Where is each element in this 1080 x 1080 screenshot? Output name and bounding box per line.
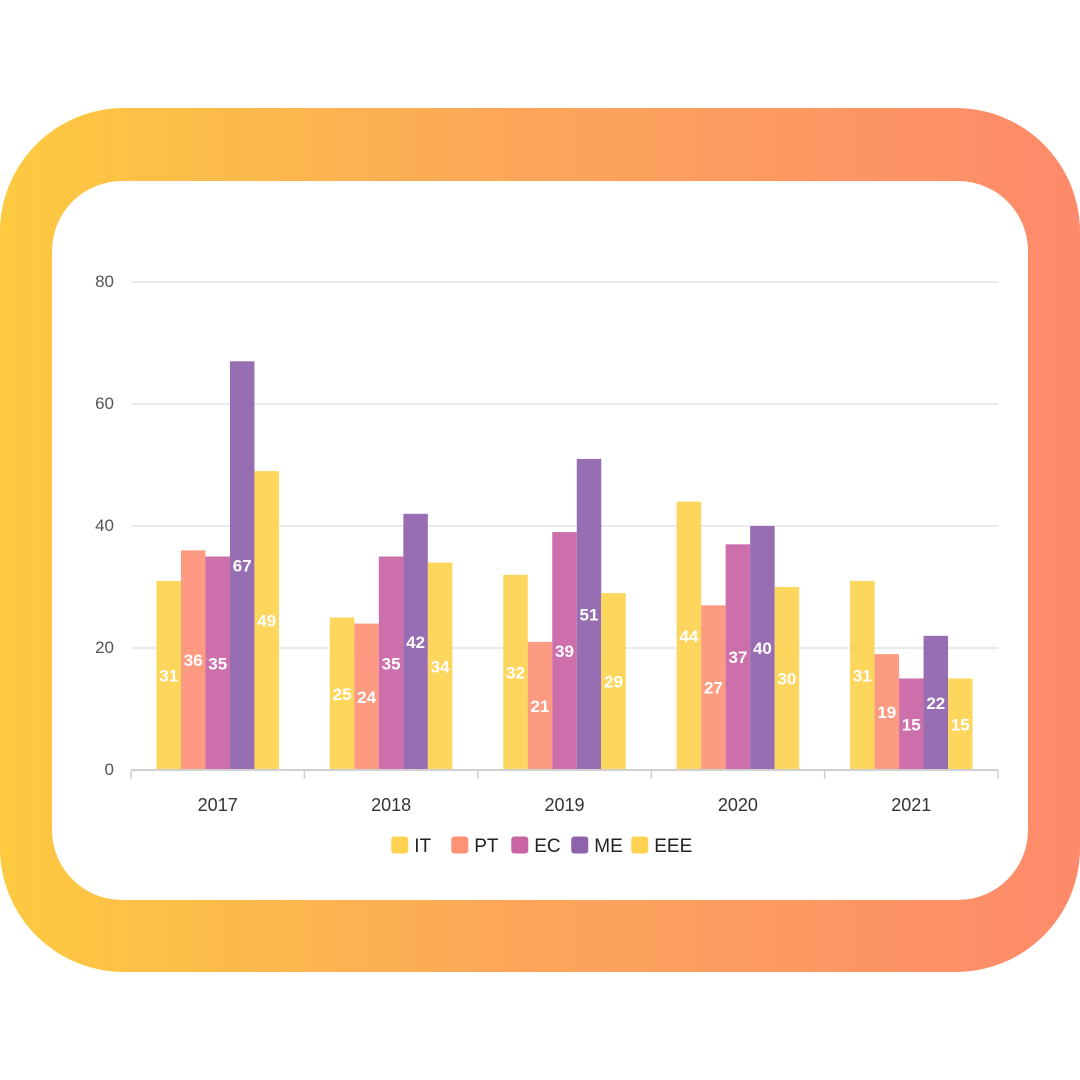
legend-label: PT (474, 836, 499, 857)
bars (156, 361, 973, 770)
legend-item-ec: EC (511, 836, 561, 857)
bar-it-2019 (503, 574, 528, 770)
legend-label: EC (534, 836, 560, 857)
bar-me-2017 (229, 361, 255, 770)
x-tick-label: 2018 (371, 795, 411, 815)
legend-item-me: ME (571, 836, 623, 857)
bar-pt-2019 (527, 641, 553, 770)
bar-pt-2020 (701, 605, 726, 770)
x-tick-label: 2019 (544, 795, 584, 815)
legend-swatch (631, 836, 649, 854)
bar-eee-2017 (254, 471, 279, 770)
bar-pt-2017 (180, 550, 206, 770)
legend-swatch (511, 836, 529, 854)
bar-me-2021 (923, 635, 949, 770)
data-label-me-2019: 51 (580, 605, 599, 624)
legend-item-it: IT (391, 836, 432, 857)
y-axis: 0 20 40 60 80 (95, 272, 114, 779)
x-tick-label: 2017 (198, 795, 238, 815)
data-label-pt-2018: 24 (357, 688, 376, 707)
data-label-ec-2021: 15 (902, 715, 921, 734)
bar-ec-2020 (725, 544, 751, 770)
y-tick-label: 60 (95, 394, 114, 413)
legend-swatch (391, 836, 409, 854)
data-labels: 31 36 35 67 49 25 24 35 42 34 32 21 39 51 29 44 27 37 40 30… (159, 557, 970, 735)
data-label-eee-2017: 49 (257, 612, 276, 631)
legend-label: ME (594, 836, 623, 857)
data-label-me-2021: 22 (926, 694, 945, 713)
legend-label: IT (414, 836, 431, 857)
data-label-ec-2019: 39 (555, 642, 574, 661)
data-label-it-2018: 25 (333, 685, 352, 704)
bar-it-2021 (850, 580, 875, 770)
bar-ec-2019 (552, 532, 577, 770)
x-axis: 2017 2018 2019 2020 2021 (130, 769, 999, 815)
bar-pt-2021 (874, 654, 900, 770)
data-label-pt-2020: 27 (704, 679, 723, 698)
bar-me-2019 (576, 458, 602, 770)
bar-eee-2021 (948, 678, 973, 770)
data-label-it-2020: 44 (679, 627, 698, 646)
bar-ec-2021 (899, 678, 924, 770)
legend-swatch (451, 836, 469, 854)
x-tick-label: 2021 (891, 795, 931, 815)
bar-ec-2018 (378, 556, 404, 770)
data-label-eee-2020: 30 (777, 670, 796, 689)
y-tick-label: 20 (95, 638, 114, 657)
legend-swatch (571, 836, 589, 854)
bar-eee-2020 (774, 587, 800, 770)
data-label-eee-2019: 29 (604, 673, 623, 692)
y-tick-label: 0 (105, 760, 114, 779)
data-label-pt-2019: 21 (531, 697, 550, 716)
data-label-it-2017: 31 (159, 666, 178, 685)
x-tick-label: 2020 (718, 795, 758, 815)
bar-me-2018 (403, 513, 428, 770)
data-label-me-2020: 40 (753, 639, 772, 658)
data-label-ec-2017: 35 (208, 654, 227, 673)
bar-it-2017 (156, 580, 181, 770)
data-label-me-2018: 42 (406, 633, 425, 652)
data-label-ec-2020: 37 (728, 648, 747, 667)
bar-it-2018 (329, 617, 355, 770)
bar-ec-2017 (205, 556, 230, 770)
data-label-pt-2017: 36 (184, 651, 203, 670)
bar-me-2020 (750, 526, 775, 770)
legend-item-pt: PT (451, 836, 499, 857)
data-label-it-2021: 31 (853, 666, 872, 685)
bar-eee-2018 (427, 562, 453, 770)
legend-label: EEE (654, 836, 692, 857)
data-label-it-2019: 32 (506, 663, 525, 682)
y-tick-label: 80 (95, 272, 114, 291)
data-label-eee-2021: 15 (951, 715, 970, 734)
data-label-eee-2018: 34 (431, 657, 450, 676)
legend: IT PT EC ME EEE (391, 836, 692, 857)
bar-eee-2019 (601, 593, 626, 770)
bar-it-2020 (676, 501, 702, 770)
y-tick-label: 40 (95, 516, 114, 535)
data-label-me-2017: 67 (233, 557, 252, 576)
chart-card (52, 181, 1028, 900)
data-label-pt-2021: 19 (877, 703, 896, 722)
bar-pt-2018 (354, 623, 379, 770)
data-label-ec-2018: 35 (382, 654, 401, 673)
legend-item-eee: EEE (631, 836, 692, 857)
